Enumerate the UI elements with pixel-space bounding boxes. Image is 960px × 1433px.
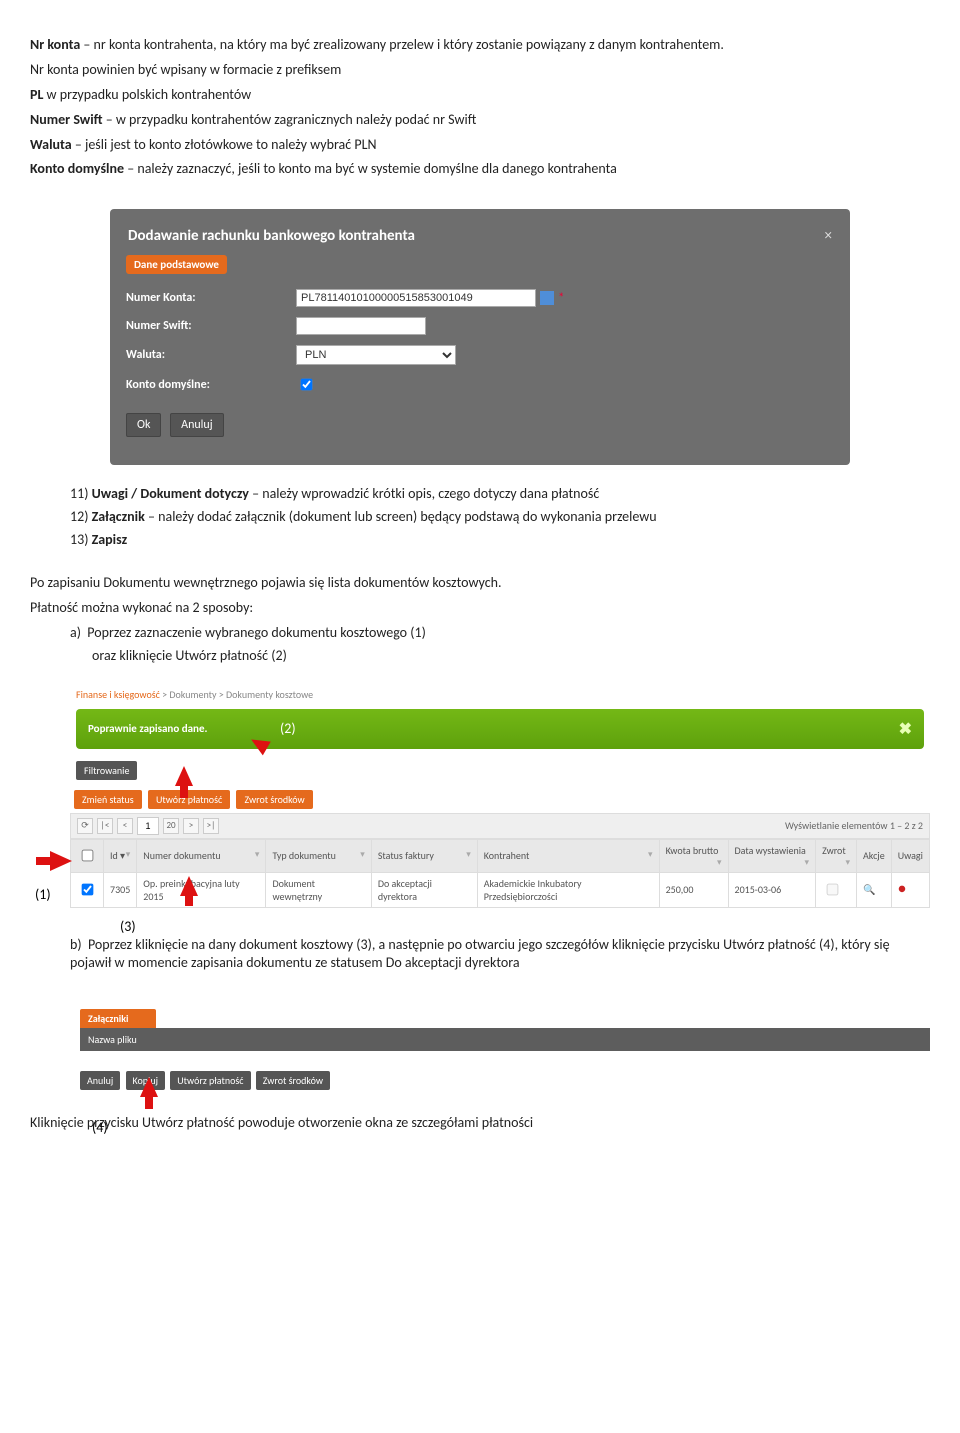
label-waluta: Waluta:: [126, 348, 296, 362]
cell-data: 2015-03-06: [728, 872, 816, 907]
utworz-platnosc-button-2[interactable]: Utwórz płatność: [170, 1071, 250, 1090]
anuluj-button[interactable]: Anuluj: [170, 413, 223, 437]
tab-dane-podstawowe[interactable]: Dane podstawowe: [126, 255, 227, 274]
th-akcje: Akcje: [856, 839, 891, 872]
info-icon[interactable]: [540, 291, 554, 305]
cell-kwota: 250,00: [659, 872, 728, 907]
mid-para-2: Płatność można wykonać na 2 sposoby:: [30, 599, 930, 618]
th-kontrahent[interactable]: Kontrahent▾: [477, 839, 659, 872]
cell-uwagi[interactable]: ●: [891, 872, 929, 907]
arrow-2-diag: [250, 736, 280, 766]
nazwa-pliku-header: Nazwa pliku: [80, 1028, 930, 1051]
anuluj-button-2[interactable]: Anuluj: [80, 1071, 120, 1090]
select-all-checkbox[interactable]: [82, 850, 94, 862]
pager-prev[interactable]: <: [117, 818, 133, 834]
zwrot-srodkow-button[interactable]: Zwrot środków: [236, 790, 312, 809]
arrow-4-tail: [145, 1095, 153, 1109]
item-a2: oraz kliknięcie Utwórz płatność (2): [92, 647, 930, 666]
label-nr-konta: Nr konta: [30, 36, 80, 53]
intro-waluta: Waluta – jeśli jest to konto złotówkowe …: [30, 136, 930, 155]
footer-text: Kliknięcie przycisku Utwórz płatność pow…: [30, 1114, 930, 1133]
annot-4: (4): [92, 1119, 108, 1136]
cell-zwrot: [816, 872, 857, 907]
annot-2: (2): [280, 720, 296, 737]
pager-page-input[interactable]: [137, 817, 159, 835]
th-data[interactable]: Data wystawienia▾: [728, 839, 816, 872]
row-checkbox[interactable]: [82, 884, 94, 896]
pager-refresh[interactable]: ⟳: [77, 818, 93, 834]
pager-last[interactable]: >|: [203, 818, 219, 834]
arrow-2-icon: [175, 766, 193, 786]
pager-next[interactable]: >: [183, 818, 199, 834]
ok-button[interactable]: Ok: [126, 413, 161, 437]
zmien-status-button[interactable]: Zmień status: [74, 790, 142, 809]
th-status[interactable]: Status faktury▾: [371, 839, 477, 872]
arrow-1-tail: [36, 857, 52, 865]
cell-status: Do akceptacji dyrektora: [371, 872, 477, 907]
label-numer-swift: Numer Swift:: [126, 319, 296, 333]
item-11: 11) Uwagi / Dokument dotyczy – należy wp…: [70, 485, 930, 504]
intro-nr-konta: Nr konta – nr konta kontrahenta, na któr…: [30, 36, 930, 55]
arrow-2-tail: [180, 784, 188, 798]
intro-swift: Numer Swift – w przypadku kontrahentów z…: [30, 111, 930, 130]
mid-para-1: Po zapisaniu Dokumentu wewnętrznego poja…: [30, 574, 930, 593]
arrow-1-icon: [50, 851, 72, 871]
select-waluta[interactable]: PLN: [296, 345, 456, 365]
th-numer[interactable]: Numer dokumentu▾: [137, 839, 266, 872]
input-numer-konta[interactable]: [296, 289, 536, 307]
label-numer-konta: Numer Konta:: [126, 291, 296, 305]
cell-numer[interactable]: Op. preinkubacyjna luty 2015: [137, 872, 266, 907]
arrow-3-icon: [180, 876, 198, 896]
filtrowanie-button[interactable]: Filtrowanie: [76, 761, 137, 780]
utworz-platnosc-button[interactable]: Utwórz płatność: [148, 790, 230, 809]
zalaczniki-tab[interactable]: Załączniki: [80, 1009, 156, 1028]
th-typ[interactable]: Typ dokumentu▾: [266, 839, 371, 872]
item-a: a) Poprzez zaznaczenie wybranego dokumen…: [70, 624, 930, 643]
required-star: *: [558, 291, 564, 306]
intro-konto-domyslne: Konto domyślne – należy zaznaczyć, jeśli…: [30, 160, 930, 179]
pager-size[interactable]: 20: [163, 818, 179, 834]
annot-1: (1): [35, 886, 51, 903]
cell-id: 7305: [104, 872, 137, 907]
cell-typ: Dokument wewnętrzny: [266, 872, 371, 907]
pager-first[interactable]: |<: [97, 818, 113, 834]
modal-title: Dodawanie rachunku bankowego kontrahenta: [128, 227, 415, 245]
th-zwrot[interactable]: Zwrot▾: [816, 839, 857, 872]
table-row[interactable]: 7305 Op. preinkubacyjna luty 2015 Dokume…: [71, 872, 930, 907]
item-12: 12) Załącznik – należy dodać załącznik (…: [70, 508, 930, 527]
checkbox-konto-domyslne[interactable]: [301, 379, 313, 391]
item-13: 13) Zapisz: [70, 531, 930, 550]
arrow-4-icon: [140, 1077, 158, 1097]
cell-kontrahent: Akademickie Inkubatory Przedsiębiorczośc…: [477, 872, 659, 907]
modal-add-account: Dodawanie rachunku bankowego kontrahenta…: [110, 209, 850, 465]
cell-akcje[interactable]: 🔍: [856, 872, 891, 907]
item-b: b) Poprzez kliknięcie na dany dokument k…: [70, 936, 930, 974]
th-kwota[interactable]: Kwota brutto▾: [659, 839, 728, 872]
zwrot-srodkow-button-2[interactable]: Zwrot środków: [256, 1071, 330, 1090]
input-numer-swift[interactable]: [296, 317, 426, 335]
success-message: Poprawnie zapisano dane.: [88, 722, 207, 735]
th-uwagi: Uwagi: [891, 839, 929, 872]
annot-3: (3): [120, 918, 136, 935]
screenshot-attachments: Załączniki Nazwa pliku Anuluj Kopiuj Utw…: [80, 1009, 930, 1090]
arrow-3-tail: [185, 894, 193, 906]
screenshot-table: Finanse i księgowość > Dokumenty > Dokum…: [70, 686, 930, 908]
close-success-icon[interactable]: ✖: [899, 719, 912, 739]
intro-pl: PL w przypadku polskich kontrahentów: [30, 86, 930, 105]
th-id[interactable]: Id ▾▾: [104, 839, 137, 872]
intro-p2: Nr konta powinien być wpisany w formacie…: [30, 61, 930, 80]
label-konto-domyslne: Konto domyślne:: [126, 378, 296, 392]
documents-table: Id ▾▾ Numer dokumentu▾ Typ dokumentu▾ St…: [70, 839, 930, 908]
breadcrumb: Finanse i księgowość > Dokumenty > Dokum…: [70, 686, 930, 705]
close-icon[interactable]: ×: [825, 227, 832, 245]
pager-info: Wyświetlanie elementów 1 – 2 z 2: [785, 819, 923, 832]
